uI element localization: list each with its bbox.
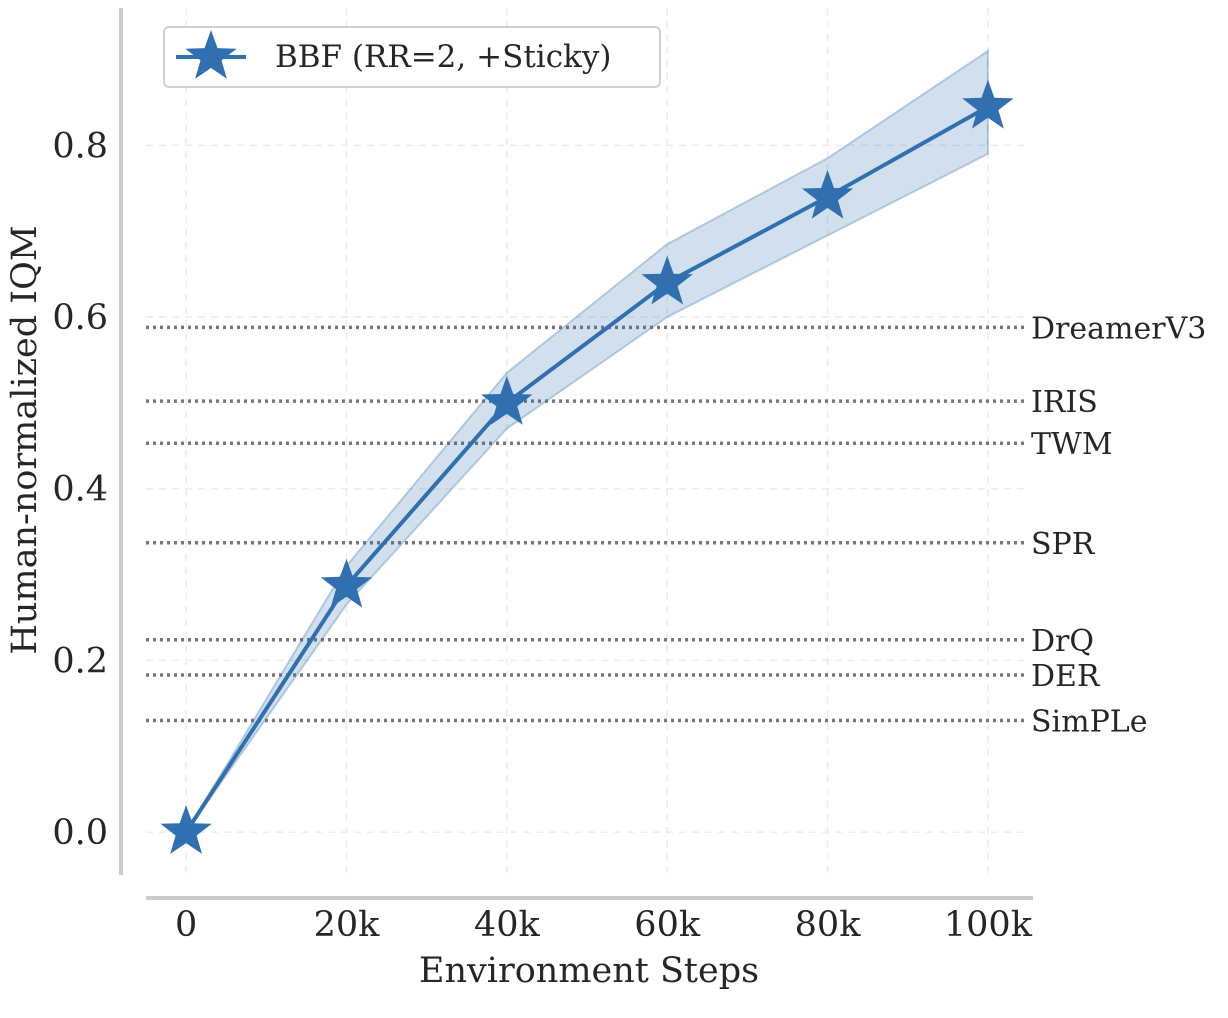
legend-label: BBF (RR=2, +Sticky) — [275, 39, 611, 75]
y-tick-label: 0.0 — [52, 813, 108, 853]
x-axis-title: Environment Steps — [419, 951, 759, 991]
baseline-label: SPR — [1031, 527, 1096, 562]
y-tick-label: 0.2 — [52, 641, 108, 681]
x-tick-label: 100k — [944, 905, 1033, 945]
baseline-label: IRIS — [1031, 385, 1098, 420]
legend-box — [163, 26, 661, 88]
data-point-star — [801, 169, 854, 219]
x-tick-label: 40k — [474, 905, 541, 945]
baseline-label: TWM — [1031, 427, 1113, 462]
axes-spines — [119, 8, 1033, 900]
series-lines — [184, 104, 989, 834]
data-point-star — [320, 558, 373, 608]
x-tick-labels: 0 20k 40k 60k 80k 100k — [175, 905, 1033, 945]
baseline-label: DreamerV3 — [1031, 311, 1206, 346]
series-line — [184, 104, 989, 834]
y-tick-label: 0.4 — [52, 470, 108, 510]
baseline-label: DER — [1031, 659, 1101, 694]
data-point-star — [160, 805, 212, 854]
legend-star-icon — [185, 30, 237, 79]
y-tick-label: 0.8 — [52, 126, 108, 166]
baseline-label: SimPLe — [1031, 704, 1147, 739]
y-axis-title: Human-normalized IQM — [5, 225, 45, 654]
data-point-star — [481, 375, 533, 425]
data-point-star — [962, 79, 1014, 129]
y-tick-labels: 0.0 0.2 0.4 0.6 0.8 — [52, 126, 108, 853]
y-tick-label: 0.6 — [52, 298, 108, 338]
x-tick-label: 0 — [175, 905, 197, 945]
data-point-star — [641, 255, 693, 305]
x-tick-label: 20k — [314, 905, 381, 945]
series-markers — [160, 79, 1014, 854]
baseline-label: DrQ — [1031, 624, 1094, 659]
x-tick-label: 80k — [795, 905, 862, 945]
legend: BBF (RR=2, +Sticky) — [163, 26, 661, 88]
x-tick-label: 60k — [634, 905, 701, 945]
